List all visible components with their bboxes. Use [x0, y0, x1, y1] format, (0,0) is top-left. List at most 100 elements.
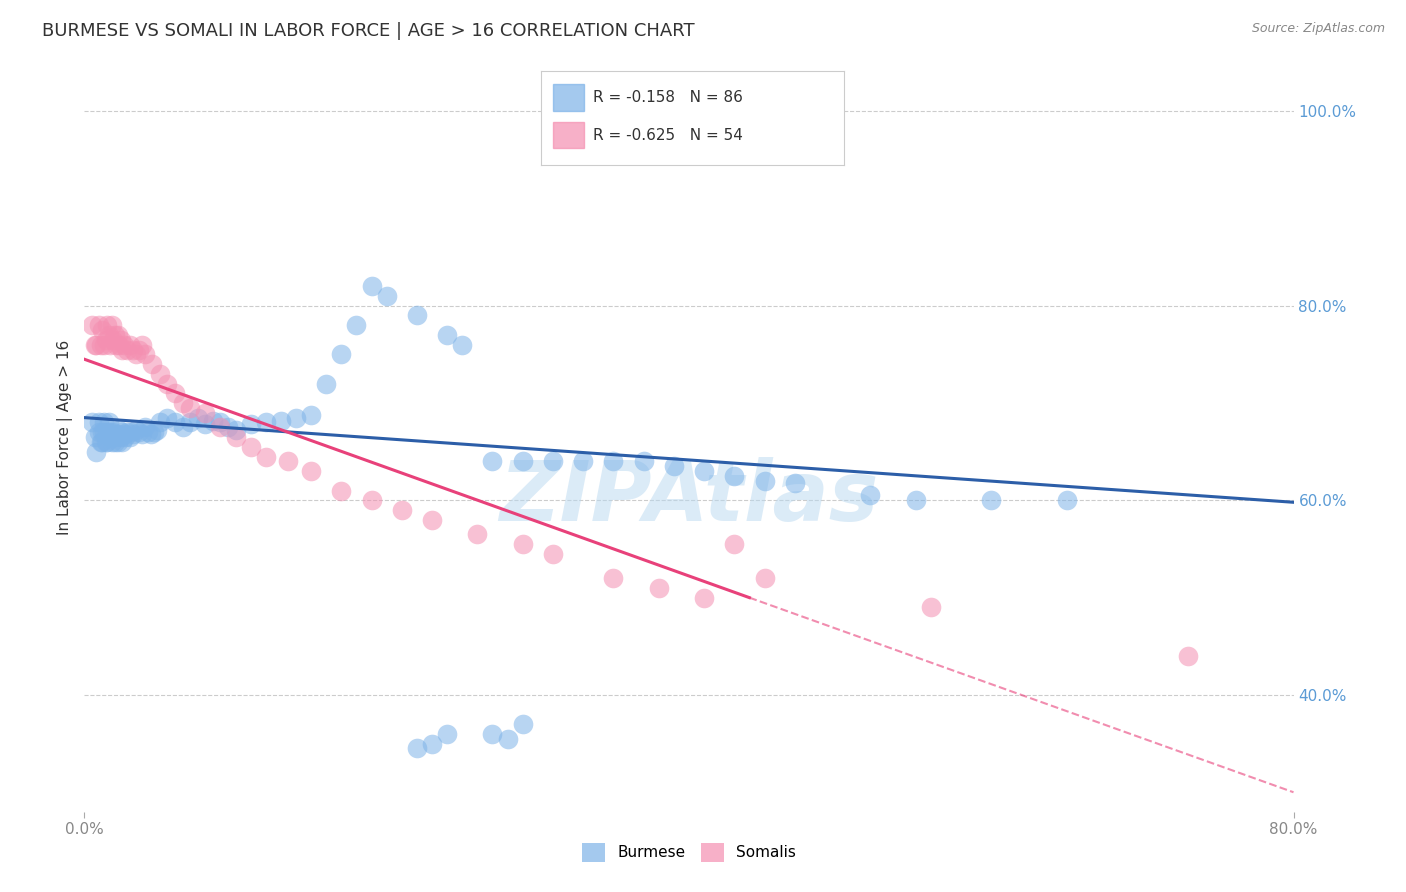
Point	[179, 401, 201, 415]
Point	[165, 416, 187, 430]
Point	[172, 396, 194, 410]
Point	[375, 289, 398, 303]
Point	[105, 430, 128, 444]
Point	[436, 727, 458, 741]
Point	[541, 454, 564, 468]
Point	[277, 454, 299, 468]
Point	[100, 434, 122, 449]
Point	[96, 434, 118, 449]
Point	[107, 327, 129, 342]
Point	[662, 459, 685, 474]
Point	[648, 581, 671, 595]
Point	[115, 343, 138, 357]
Point	[141, 357, 163, 371]
Point	[980, 493, 1002, 508]
Point	[217, 420, 239, 434]
Point	[134, 420, 156, 434]
Point	[149, 416, 172, 430]
Point	[108, 337, 131, 351]
Point	[110, 430, 132, 444]
Point	[128, 343, 150, 357]
Point	[80, 416, 103, 430]
Point	[723, 537, 745, 551]
Point	[91, 323, 114, 337]
Text: ZIPAtlas: ZIPAtlas	[499, 457, 879, 538]
Point	[101, 333, 124, 347]
Point	[110, 333, 132, 347]
Point	[107, 434, 129, 449]
Point	[156, 376, 179, 391]
Point	[114, 430, 136, 444]
Point	[146, 423, 169, 437]
Point	[467, 527, 489, 541]
Point	[633, 454, 655, 468]
Point	[783, 475, 806, 490]
Point	[96, 318, 118, 333]
Point	[346, 318, 368, 333]
Point	[93, 337, 115, 351]
Point	[406, 309, 429, 323]
Point	[120, 425, 142, 440]
Point	[111, 425, 134, 440]
Point	[209, 420, 232, 434]
Point	[91, 425, 114, 440]
Point	[1056, 493, 1078, 508]
Point	[239, 417, 262, 432]
Point	[118, 430, 141, 444]
Point	[754, 474, 776, 488]
Point	[84, 430, 107, 444]
Point	[723, 469, 745, 483]
Text: R = -0.158   N = 86: R = -0.158 N = 86	[593, 90, 742, 105]
Point	[90, 434, 112, 449]
Point	[254, 450, 277, 464]
Point	[89, 425, 111, 440]
Point	[209, 416, 232, 430]
Point	[602, 454, 624, 468]
Point	[920, 600, 942, 615]
Point	[112, 337, 135, 351]
Bar	[554, 122, 583, 148]
Point	[254, 416, 277, 430]
Point	[98, 337, 121, 351]
Point	[94, 434, 117, 449]
Point	[201, 413, 224, 427]
Point	[1177, 648, 1199, 663]
Point	[104, 327, 127, 342]
Point	[225, 430, 247, 444]
Point	[98, 425, 121, 440]
Point	[118, 337, 141, 351]
Point	[86, 444, 108, 458]
Point	[285, 410, 308, 425]
Point	[97, 430, 120, 444]
Point	[104, 427, 127, 442]
Point	[104, 434, 127, 449]
Point	[420, 513, 443, 527]
Point	[693, 591, 716, 605]
Point	[134, 347, 156, 361]
Point	[693, 464, 716, 478]
Point	[194, 417, 217, 432]
Point	[156, 410, 179, 425]
Point	[904, 493, 927, 508]
Point	[541, 547, 564, 561]
Text: BURMESE VS SOMALI IN LABOR FORCE | AGE > 16 CORRELATION CHART: BURMESE VS SOMALI IN LABOR FORCE | AGE >…	[42, 22, 695, 40]
Point	[512, 537, 534, 551]
Point	[360, 493, 382, 508]
Point	[91, 434, 114, 449]
Point	[512, 717, 534, 731]
Point	[108, 423, 131, 437]
Point	[94, 333, 117, 347]
Point	[512, 454, 534, 468]
Point	[225, 423, 247, 437]
Point	[111, 343, 134, 357]
Point	[105, 337, 128, 351]
Point	[125, 423, 148, 437]
Point	[111, 434, 134, 449]
Point	[496, 731, 519, 746]
Point	[451, 337, 474, 351]
Point	[115, 425, 138, 440]
Point	[86, 337, 108, 351]
Point	[80, 318, 103, 333]
Point	[131, 337, 153, 351]
Point	[360, 279, 382, 293]
